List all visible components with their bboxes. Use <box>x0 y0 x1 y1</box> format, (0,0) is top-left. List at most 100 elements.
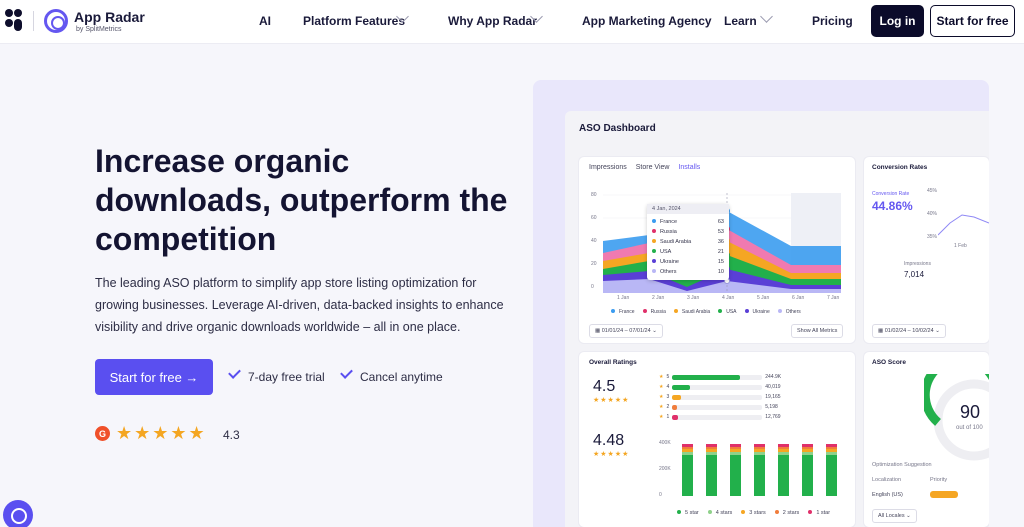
nav-item-pricing[interactable]: Pricing <box>812 14 853 28</box>
rating-bar-segment <box>730 449 741 453</box>
rating-bar-segment <box>730 444 741 447</box>
conversion-label: Conversion Rate <box>872 191 910 197</box>
ratings-stacked-bars <box>682 444 852 496</box>
tooltip-row: Russia 53 <box>652 227 724 237</box>
nav-item-platform-features[interactable]: Platform Features <box>303 14 406 28</box>
start-free-cta-button[interactable]: Start for free → <box>95 359 213 395</box>
conversion-title: Conversion Rates <box>872 164 928 171</box>
rating-value: 4.3 <box>223 428 240 442</box>
rating-score-bottom: 4.48 <box>593 432 625 449</box>
calendar-icon: ▦ <box>878 328 885 334</box>
legend-item: Others <box>777 309 801 315</box>
splitmetrics-logo-icon[interactable] <box>5 9 23 33</box>
x-tick: 5 Jan <box>757 295 770 301</box>
rating-bar-segment <box>706 444 717 447</box>
y-tick: 0 <box>659 492 662 498</box>
conversion-line-chart <box>938 214 989 236</box>
chart-tabs: Impressions Store View Installs <box>589 164 700 171</box>
y-tick: 45% <box>927 188 938 194</box>
brand-name[interactable]: App Radar <box>74 9 145 25</box>
rating-score-top: 4.5 <box>593 378 616 395</box>
ratings-title: Overall Ratings <box>589 359 637 366</box>
rating-bar-segment <box>802 455 813 496</box>
aso-score-card: ASO Score 90 out of 100 Optimization Sug… <box>864 352 989 527</box>
show-all-metrics-button[interactable]: Show All Metrics <box>791 324 844 338</box>
y-tick: 200K <box>659 466 671 472</box>
rating-bar <box>706 444 717 496</box>
app-radar-logo-icon[interactable] <box>44 9 68 33</box>
rating-bar-segment <box>802 452 813 456</box>
chevron-down-icon[interactable] <box>760 10 773 23</box>
tab-store-view[interactable]: Store View <box>635 164 670 171</box>
nav-item-learn[interactable]: Learn <box>724 14 757 28</box>
x-tick: 4 Jan <box>722 295 735 301</box>
rating-bar-segment <box>826 446 837 450</box>
rating-bar <box>682 444 693 496</box>
rating-bar-segment <box>730 452 741 456</box>
conversion-rates-card: Conversion Rates Conversion Rate 44.86% … <box>864 157 989 343</box>
rating-bar-segment <box>802 446 813 450</box>
rating-bar-segment <box>754 455 765 496</box>
rating-bar-segment <box>682 452 693 456</box>
rating-bar-segment <box>802 444 813 447</box>
rating-bar-segment <box>730 455 741 496</box>
aso-dashboard: ASO Dashboard Impressions Store View Ins… <box>565 111 989 527</box>
legend-item: 1 star <box>808 510 830 516</box>
rating-bar-segment <box>802 449 813 453</box>
legend-item: 3 stars <box>741 510 766 516</box>
tooltip-row: Ukraine 15 <box>652 257 724 267</box>
start-free-nav-button[interactable]: Start for free <box>930 5 1015 37</box>
ratings-legend: 5 star 4 stars 3 stars 2 stars 1 star <box>677 510 830 516</box>
rating-bar-segment <box>706 452 717 456</box>
conversion-date-picker[interactable]: ▦ 01/02/24 – 10/02/24 ⌄ <box>872 324 946 338</box>
x-tick: 7 Jan <box>827 295 840 301</box>
tab-installs[interactable]: Installs <box>678 164 701 171</box>
y-tick: 35% <box>927 234 938 240</box>
histogram-row: ★ 3 19,165 <box>659 394 781 400</box>
legend-item: 2 stars <box>774 510 799 516</box>
locale-selector[interactable]: All Locales ⌄ <box>872 509 917 523</box>
x-tick: 1 Feb <box>954 243 967 249</box>
rating-stars-top: ★★★★★ <box>593 397 630 404</box>
col-priority: Priority <box>930 477 948 483</box>
calendar-icon: ▦ <box>595 328 602 334</box>
tooltip-row: Others 10 <box>652 267 724 277</box>
brand-sub: by SplitMetrics <box>76 26 122 33</box>
rating-bar-segment <box>826 449 837 453</box>
aso-score-value: 90 <box>960 402 981 422</box>
rating-bar-segment <box>754 452 765 456</box>
optimization-suggestion: Optimization Suggestion <box>872 462 932 468</box>
priority-badge <box>930 491 958 498</box>
legend-item: Saudi Arabia <box>673 309 710 315</box>
rating-bar-segment <box>754 449 765 453</box>
tab-impressions[interactable]: Impressions <box>589 164 627 171</box>
nav-item-app-marketing-agency[interactable]: App Marketing Agency <box>582 14 712 28</box>
rating-bar-segment <box>778 444 789 447</box>
x-tick: 6 Jan <box>792 295 805 301</box>
row-locale: English (US) <box>872 492 903 498</box>
rating-bar-segment <box>706 449 717 453</box>
aso-score-sub: out of 100 <box>956 425 983 431</box>
fingerprint-widget-icon[interactable] <box>3 500 33 527</box>
rating-bar-segment <box>706 455 717 496</box>
y-tick: 20 <box>591 261 597 267</box>
rating-bar-segment <box>682 446 693 450</box>
x-tick: 2 Jan <box>652 295 665 301</box>
login-button[interactable]: Log in <box>871 5 924 37</box>
hero-title: Increase organic downloads, outperform t… <box>95 143 508 257</box>
hero-subtitle: The leading ASO platform to simplify app… <box>95 276 504 334</box>
overall-ratings-card: Overall Ratings 4.5 ★★★★★ 4.48 ★★★★★ ★ 5 2… <box>579 352 855 527</box>
histogram-row: ★ 2 5,198 <box>659 404 778 410</box>
rating-bar <box>826 444 837 496</box>
rating-bar-segment <box>754 444 765 447</box>
nav-item-why-app-radar[interactable]: Why App Radar <box>448 14 537 28</box>
rating-bar-segment <box>682 444 693 447</box>
nav-item-ai[interactable]: AI <box>259 14 271 28</box>
date-range-picker[interactable]: ▦ 01/01/24 – 07/01/24 ⌄ <box>589 324 663 338</box>
dashboard-title: ASO Dashboard <box>579 123 656 134</box>
g2-logo-icon: G <box>95 426 110 441</box>
rating-bar-segment <box>730 446 741 450</box>
col-localization: Localization <box>872 477 902 483</box>
rating-bar <box>730 444 741 496</box>
impressions-value: 7,014 <box>904 270 925 279</box>
